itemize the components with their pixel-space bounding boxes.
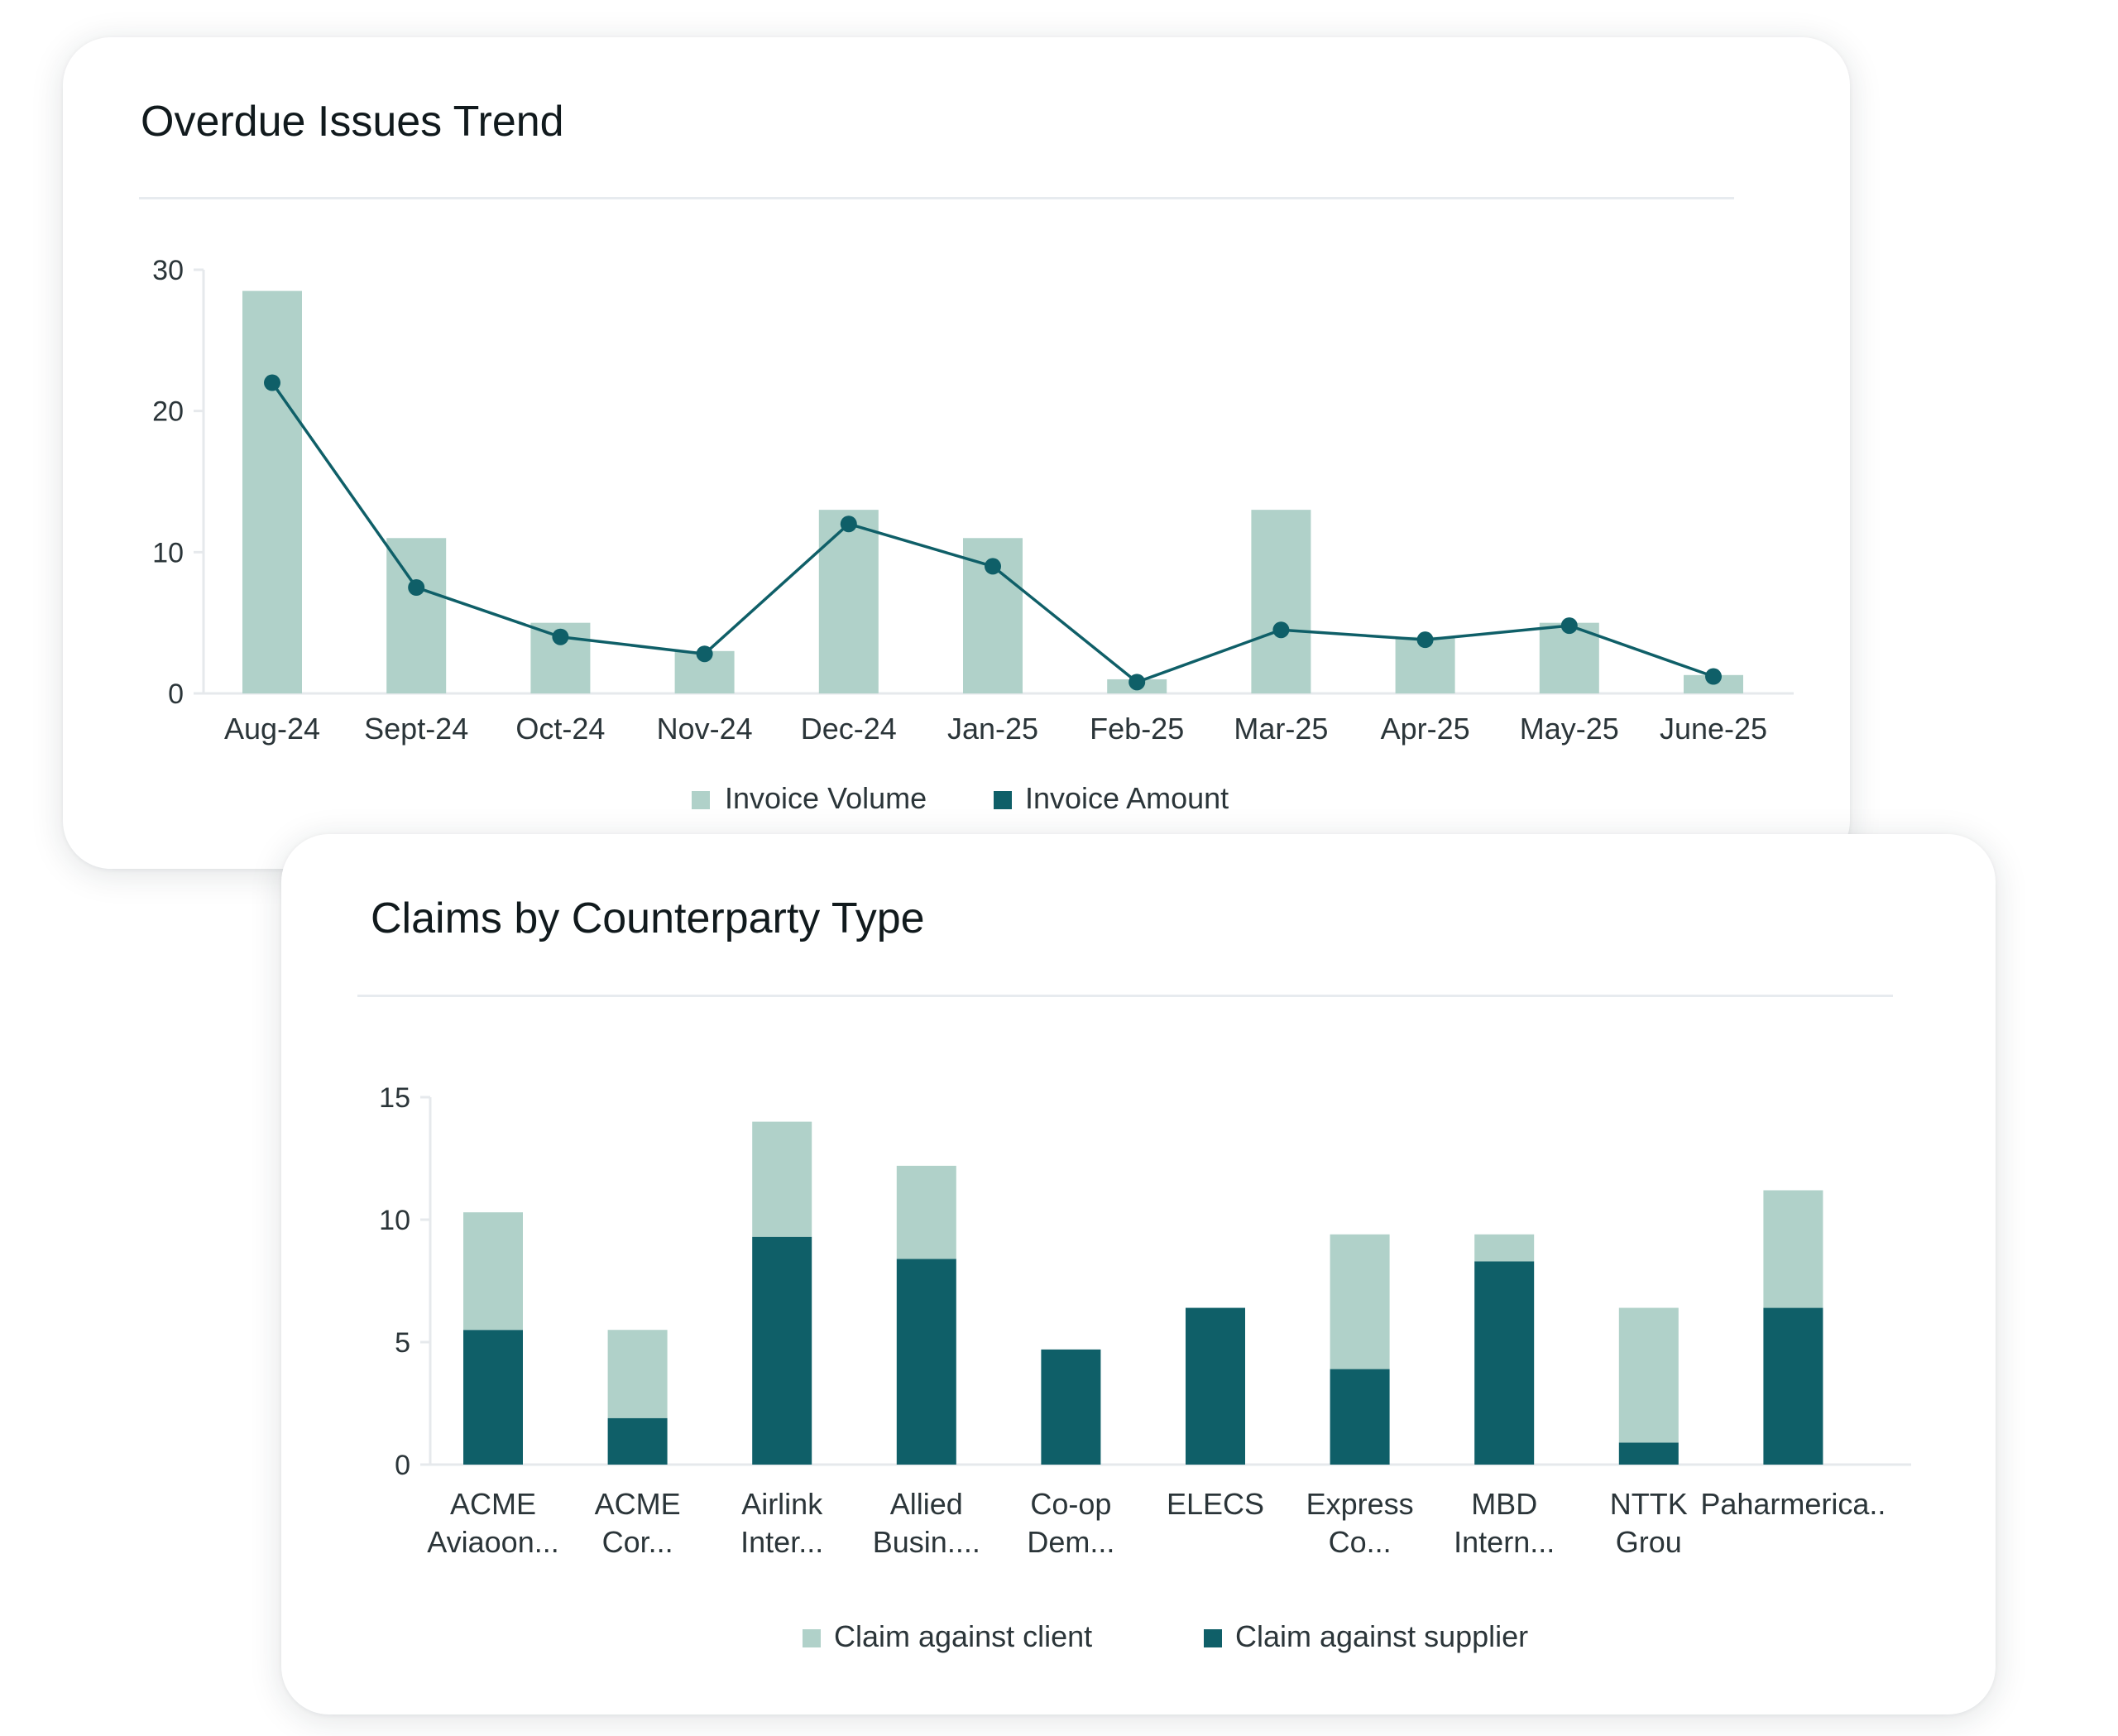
x-tick-label: Co...: [1329, 1525, 1392, 1559]
x-tick-label: Apr-25: [1381, 712, 1470, 746]
x-tick-label: NTTK: [1610, 1487, 1688, 1521]
invoice-amount-point: [1416, 631, 1434, 649]
claim-against-client-bar: [1618, 1307, 1679, 1443]
claim-against-supplier-bar: [463, 1330, 523, 1465]
claim-against-client-bar: [607, 1330, 668, 1418]
overdue-issues-trend-card: Overdue Issues Trend 0 10 20 30 Aug-24 Sept-2…: [63, 37, 1850, 869]
x-tick-label: Dem...: [1027, 1525, 1114, 1559]
invoice-amount-point: [264, 374, 280, 391]
claims-by-counterparty-title: Claims by Counterparty Type: [371, 894, 925, 942]
legend-swatch-claim-against-supplier: [1204, 1629, 1222, 1647]
x-tick-label: Busin....: [873, 1525, 980, 1559]
x-tick-label: Dec-24: [801, 712, 897, 746]
x-tick-label: Grou: [1616, 1525, 1682, 1559]
title-divider: [357, 995, 1893, 997]
x-tick-label: Mar-25: [1234, 712, 1328, 746]
overdue-issues-trend-title: Overdue Issues Trend: [141, 98, 564, 146]
y-tick-label: 5: [395, 1327, 410, 1359]
invoice-volume-bar: [1539, 622, 1599, 693]
invoice-amount-point: [552, 628, 569, 645]
invoice-amount-point: [1128, 674, 1146, 691]
claim-against-supplier-bar: [1618, 1442, 1679, 1465]
claim-against-client-bar: [752, 1121, 812, 1237]
x-tick-label: ACME: [450, 1487, 536, 1521]
x-tick-label: Nov-24: [657, 712, 753, 746]
x-tick-label: Allied: [890, 1487, 963, 1521]
claim-against-client-bar: [1763, 1190, 1823, 1308]
claim-against-client-bar: [1330, 1234, 1390, 1369]
claim-against-client-bar: [1474, 1234, 1535, 1262]
legend-swatch-claim-against-client: [803, 1629, 821, 1647]
claim-against-supplier-bar: [1763, 1307, 1823, 1465]
invoice-amount-point: [840, 516, 857, 533]
x-tick-label: Express: [1306, 1487, 1414, 1521]
x-tick-label: Cor...: [602, 1525, 673, 1559]
invoice-amount-point: [696, 645, 713, 663]
x-tick-label: Paharmerica..: [1700, 1487, 1886, 1521]
claim-against-supplier-bar: [1330, 1369, 1390, 1465]
invoice-volume-bar: [818, 510, 879, 693]
claim-against-supplier-bar: [1041, 1349, 1101, 1465]
x-tick-label: Intern...: [1454, 1525, 1555, 1559]
y-tick-label: 10: [152, 537, 184, 568]
legend-swatch-invoice-amount: [994, 791, 1012, 809]
y-tick-label: 30: [152, 255, 184, 286]
legend-label-claim-against-supplier: Claim against supplier: [1235, 1619, 1528, 1653]
x-tick-label: Aug-24: [224, 712, 320, 746]
claim-against-client-bar: [463, 1212, 523, 1331]
x-tick-label: May-25: [1520, 712, 1619, 746]
y-tick-label: 0: [168, 679, 184, 710]
overdue-issues-trend-chart: 0 10 20 30 Aug-24 Sept-24 Oct-24 Nov-24 Dec-24 Ja…: [152, 255, 1794, 815]
x-tick-label: June-25: [1660, 712, 1767, 746]
invoice-amount-point: [985, 558, 1001, 575]
x-tick-label: ACME: [595, 1487, 681, 1521]
claim-against-supplier-bar: [896, 1259, 956, 1465]
x-tick-label: MBD: [1471, 1487, 1537, 1521]
invoice-amount-point: [1272, 621, 1290, 639]
claim-against-supplier-bar: [1474, 1261, 1535, 1465]
title-divider: [139, 197, 1734, 199]
claim-against-supplier-bar: [607, 1417, 668, 1465]
legend-label-invoice-amount: Invoice Amount: [1025, 781, 1229, 815]
invoice-amount-point: [1705, 668, 1722, 685]
legend-label-claim-against-client: Claim against client: [834, 1619, 1092, 1653]
invoice-volume-bar: [386, 538, 447, 693]
x-tick-label: ELECS: [1167, 1487, 1264, 1521]
legend-swatch-invoice-volume: [692, 791, 710, 809]
x-tick-label: Feb-25: [1090, 712, 1184, 746]
x-tick-label: Jan-25: [947, 712, 1038, 746]
claim-against-client-bar: [896, 1165, 956, 1259]
y-tick-label: 10: [379, 1205, 410, 1236]
x-tick-label: Sept-24: [364, 712, 468, 746]
legend-label-invoice-volume: Invoice Volume: [725, 781, 927, 815]
claims-by-counterparty-card: Claims by Counterparty Type 0 5 10 15 ACME Av…: [281, 834, 1996, 1714]
invoice-volume-bar: [1251, 510, 1311, 693]
y-tick-label: 15: [379, 1082, 410, 1114]
invoice-amount-point: [1560, 617, 1578, 635]
x-tick-label: Airlink: [741, 1487, 823, 1521]
invoice-volume-bar: [242, 290, 302, 693]
y-tick-label: 20: [152, 396, 184, 428]
invoice-amount-point: [408, 579, 425, 596]
claims-by-counterparty-chart: 0 5 10 15 ACME Aviaoon... ACME Cor... Airlink Int…: [379, 1082, 1911, 1653]
x-tick-label: Oct-24: [515, 712, 605, 746]
claim-against-supplier-bar: [1186, 1307, 1245, 1465]
claim-against-supplier-bar: [752, 1236, 812, 1465]
x-tick-label: Co-op: [1030, 1487, 1111, 1521]
y-tick-label: 0: [395, 1450, 410, 1481]
x-tick-label: Inter...: [740, 1525, 823, 1559]
x-tick-label: Aviaoon...: [427, 1525, 558, 1559]
